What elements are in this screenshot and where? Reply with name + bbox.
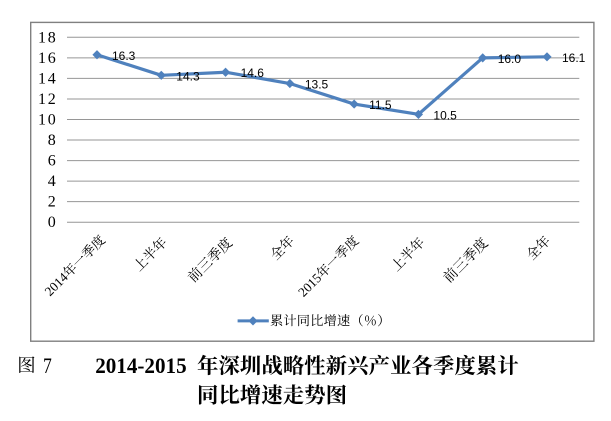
svg-text:1: 1	[38, 70, 46, 87]
svg-text:6: 6	[48, 50, 56, 67]
svg-text:14.6: 14.6	[241, 66, 265, 80]
svg-text:16.3: 16.3	[112, 49, 136, 63]
svg-text:7: 7	[43, 354, 52, 378]
svg-text:8: 8	[48, 29, 56, 46]
svg-text:8: 8	[48, 132, 56, 149]
svg-text:1: 1	[38, 111, 46, 128]
svg-text:2: 2	[48, 194, 56, 211]
svg-text:16.1: 16.1	[562, 51, 586, 65]
svg-text:6: 6	[48, 153, 56, 170]
svg-text:0: 0	[48, 214, 56, 231]
svg-text:4: 4	[48, 173, 56, 190]
svg-text:10.5: 10.5	[433, 108, 457, 122]
svg-text:1: 1	[38, 91, 46, 108]
svg-text:2: 2	[48, 91, 56, 108]
svg-text:0: 0	[48, 111, 56, 128]
svg-text:4: 4	[48, 70, 56, 87]
svg-text:14.3: 14.3	[176, 69, 200, 83]
svg-text:2014-2015: 2014-2015	[95, 354, 186, 378]
svg-text:16.0: 16.0	[498, 52, 522, 66]
svg-text:13.5: 13.5	[305, 78, 329, 92]
svg-text:1: 1	[38, 50, 46, 67]
svg-text:1: 1	[38, 29, 46, 46]
svg-text:11.5: 11.5	[369, 98, 392, 112]
